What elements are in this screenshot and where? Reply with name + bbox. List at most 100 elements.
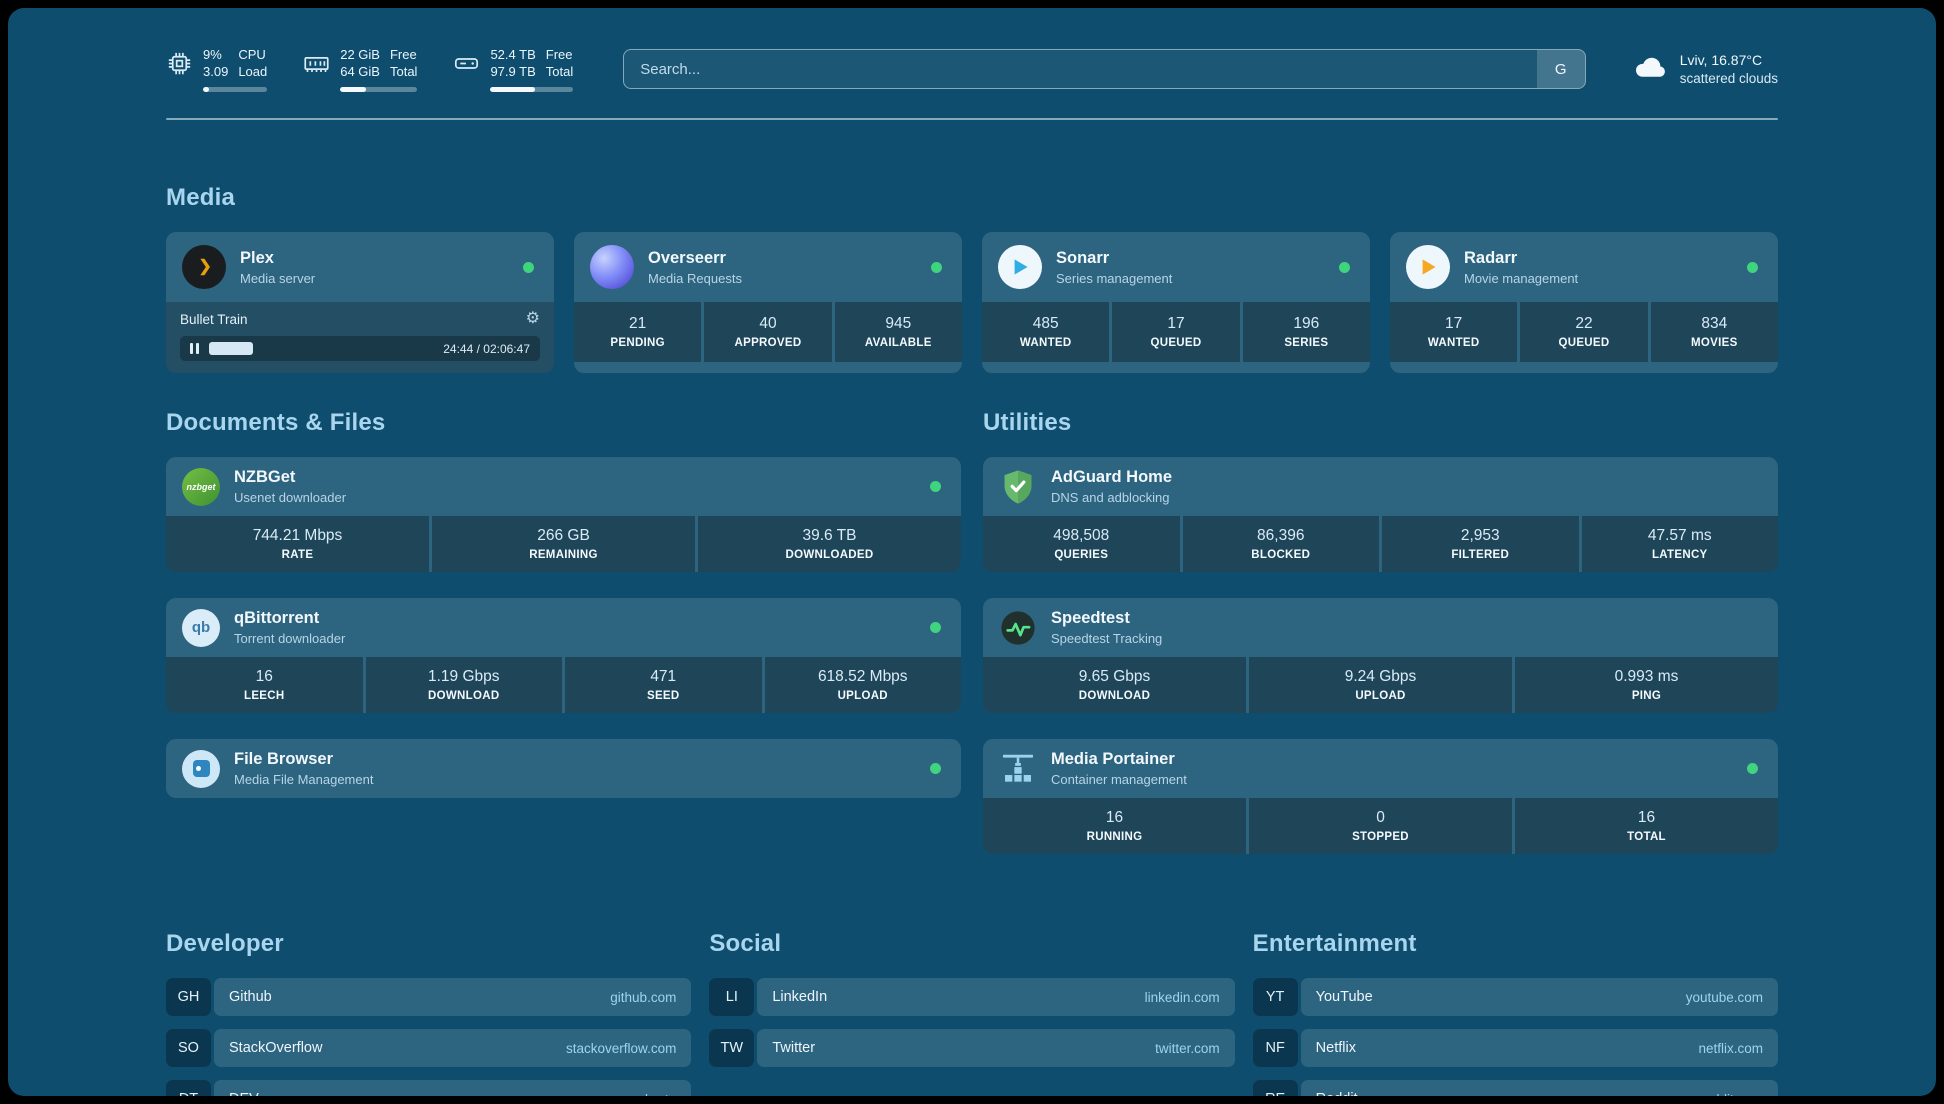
stat-label: WANTED [1019,337,1072,349]
bookmark-url: linkedin.com [1144,989,1220,1005]
cpu-icon [166,50,193,77]
status-dot [930,763,941,774]
cpu-load: 3.09 [203,64,229,79]
service-card-plex[interactable]: Plex Media server Bullet Train ⚙ [166,232,554,373]
service-info: qBittorrent Torrent downloader [234,608,916,647]
service-card-radarr[interactable]: Radarr Movie management 17 WANTED 22 QUE… [1390,232,1778,373]
stat-value: 9.65 Gbps [1078,668,1151,685]
bookmark-stackoverflow[interactable]: SO StackOverflow stackoverflow.com [166,1029,692,1067]
cpu-usage-fill [203,87,209,92]
bookmark-abbr: SO [166,1029,211,1067]
status-dot [930,622,941,633]
section-title-documents: Documents & Files [166,409,386,436]
topbar: 9% 3.09 CPU Load [166,46,1778,92]
stat-label: STOPPED [1352,831,1409,843]
bookmark-name: StackOverflow [229,1040,323,1056]
memory-free: 22 GiB [340,47,380,62]
pause-button[interactable] [188,341,201,356]
disk-icon [453,50,480,77]
status-dot [930,481,941,492]
section-title-social: Social [709,930,782,957]
stat-tile: 40 APPROVED [704,302,832,362]
cpu-label: CPU [238,47,266,62]
service-info: Radarr Movie management [1464,248,1733,287]
topbar-divider [166,118,1778,120]
search-input[interactable] [624,50,1537,88]
stat-label: WANTED [1427,337,1480,349]
stat-tile: 618.52 Mbps UPLOAD [764,657,961,713]
stat-tile: 266 GB REMAINING [432,516,695,572]
service-card-adguard[interactable]: AdGuard Home DNS and adblocking 498,508 … [983,457,1778,572]
service-info: Sonarr Series management [1056,248,1325,287]
status-dot [1339,261,1350,273]
bookmark-netflix[interactable]: NF Netflix netflix.com [1252,1029,1778,1067]
cpu-usage: 9% [203,47,222,62]
bookmark-youtube[interactable]: YT YouTube youtube.com [1252,978,1778,1016]
stat-tile: 17 QUEUED [1112,302,1240,362]
stat-value: 17 [1445,315,1463,332]
service-subtitle: Series management [1056,270,1173,286]
section-documents: Documents & Files nzbget NZBGet Usenet d… [166,409,961,854]
stat-label: LATENCY [1651,549,1708,561]
bookmark-dev[interactable]: DT DEV dev.to [166,1080,692,1096]
service-stats: 485 WANTED 17 QUEUED 196 SERIES [982,302,1370,362]
bookmark-reddit[interactable]: RE Reddit reddit.com [1252,1080,1778,1096]
service-name: Plex [240,248,274,267]
qbittorrent-icon: qb [182,608,220,647]
stat-label: QUERIES [1054,549,1109,561]
gear-icon[interactable]: ⚙ [525,310,540,327]
stat-label: BLOCKED [1251,549,1311,561]
bookmark-name: Github [229,989,272,1005]
stat-tile: 485 WANTED [982,302,1110,362]
overseerr-icon [590,245,634,289]
stat-value: 9.24 Gbps [1344,668,1417,685]
bookmark-abbr: YT [1252,978,1298,1016]
stat-value: 266 GB [537,527,590,544]
playback-progress-bar[interactable]: 24:44 / 02:06:47 [180,336,540,361]
service-card-filebrowser[interactable]: File Browser Media File Management [166,739,961,798]
disk-usage-bar [490,87,574,92]
stat-tile: 16 RUNNING [983,798,1246,854]
bookmark-twitter[interactable]: TW Twitter twitter.com [709,1029,1235,1067]
service-card-qbittorrent[interactable]: qb qBittorrent Torrent downloader 16 LEE… [166,598,961,713]
bookmark-linkedin[interactable]: LI LinkedIn linkedin.com [709,978,1235,1016]
cloud-icon [1632,49,1668,90]
section-title-utilities: Utilities [983,409,1072,436]
adguard-shield-icon [999,468,1037,506]
stat-value: 498,508 [1053,527,1110,544]
stat-tile: 17 WANTED [1390,302,1518,362]
search-engine-button[interactable]: G [1536,50,1585,88]
stat-value: 2,953 [1460,527,1500,544]
section-title-media: Media [166,184,236,211]
stat-value: 86,396 [1257,527,1305,544]
service-card-sonarr[interactable]: Sonarr Series management 485 WANTED 17 Q… [982,232,1370,373]
stat-tile: 16 TOTAL [1515,798,1778,854]
section-media: Media Plex Media server [166,184,1778,373]
service-name: Media Portainer [1051,750,1175,768]
stat-value: 196 [1293,315,1320,332]
stat-tile: 2,953 FILTERED [1382,516,1579,572]
bookmark-github[interactable]: GH Github github.com [166,978,692,1016]
playback-time: 24:44 / 02:06:47 [443,341,530,356]
service-card-speedtest[interactable]: Speedtest Speedtest Tracking 9.65 Gbps D… [983,598,1778,713]
stat-value: 16 [1637,809,1656,826]
filebrowser-icon [182,749,220,788]
service-card-overseerr[interactable]: Overseerr Media Requests 21 PENDING 40 A… [574,232,962,373]
service-info: NZBGet Usenet downloader [234,467,916,506]
stat-label: SEED [646,690,680,702]
plex-now-playing: Bullet Train ⚙ 24:44 / 02:06:47 [166,302,554,373]
total-label: Total [389,64,418,79]
stat-tile: 47.57 ms LATENCY [1581,516,1778,572]
playback-track[interactable] [209,342,435,355]
service-stats: 17 WANTED 22 QUEUED 834 MOVIES [1390,302,1778,362]
service-subtitle: Movie management [1464,270,1579,286]
bookmark-abbr: LI [709,978,755,1016]
bookmark-name: Reddit [1316,1091,1358,1096]
total-label: Total [545,64,574,79]
bookmark-url: youtube.com [1685,989,1763,1005]
radarr-icon [1406,245,1450,289]
service-card-nzbget[interactable]: nzbget NZBGet Usenet downloader 744.21 M… [166,457,961,572]
service-subtitle: Media Requests [648,270,742,286]
service-card-portainer[interactable]: Media Portainer Container management 16 … [983,739,1778,854]
stat-label: FILTERED [1451,549,1510,561]
